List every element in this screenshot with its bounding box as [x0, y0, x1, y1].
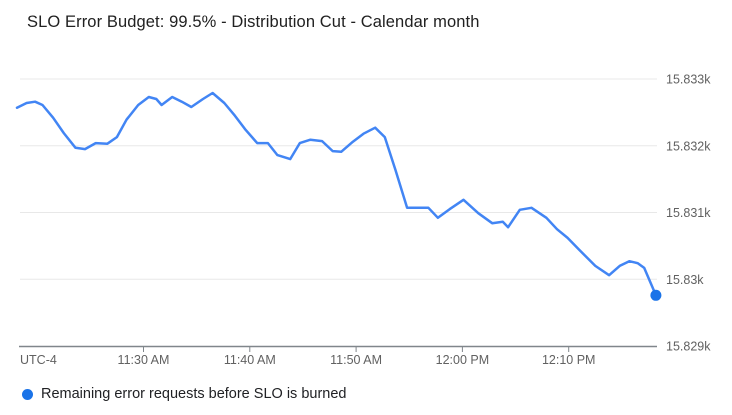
legend-series-label: Remaining error requests before SLO is b… — [41, 386, 347, 402]
y-tick-label: 15.832k — [666, 139, 711, 153]
x-axis-labels: 11:30 AM 11:40 AM 11:50 AM 12:00 PM 12:10 PM — [118, 353, 596, 367]
x-tick-label: 11:30 AM — [118, 353, 170, 367]
series-endpoint-dot — [650, 289, 662, 301]
x-tick-label: 11:50 AM — [330, 353, 382, 367]
x-tick-label: 12:10 PM — [542, 353, 596, 367]
x-axis-utc-offset-label: UTC-4 — [20, 353, 57, 367]
y-tick-label: 15.829k — [666, 340, 711, 354]
x-tick-label: 12:00 PM — [436, 353, 490, 367]
line-chart-canvas[interactable]: 15.829k 15.83k 15.831k 15.832k 15.833k 11:30… — [0, 0, 732, 375]
y-tick-label: 15.833k — [666, 73, 711, 87]
y-tick-label: 15.831k — [666, 206, 711, 220]
x-tick-label: 11:40 AM — [224, 353, 276, 367]
legend: Remaining error requests before SLO is b… — [22, 386, 346, 402]
legend-item[interactable]: Remaining error requests before SLO is b… — [22, 386, 346, 402]
chart-title: SLO Error Budget: 99.5% - Distribution C… — [27, 13, 480, 31]
x-axis-tick-marks — [142, 347, 570, 352]
series-line — [15, 91, 658, 297]
y-axis-labels: 15.829k 15.83k 15.831k 15.832k 15.833k — [666, 73, 711, 354]
legend-series-dot-icon — [22, 388, 33, 400]
gridlines — [20, 78, 657, 280]
y-tick-label: 15.83k — [666, 273, 704, 287]
